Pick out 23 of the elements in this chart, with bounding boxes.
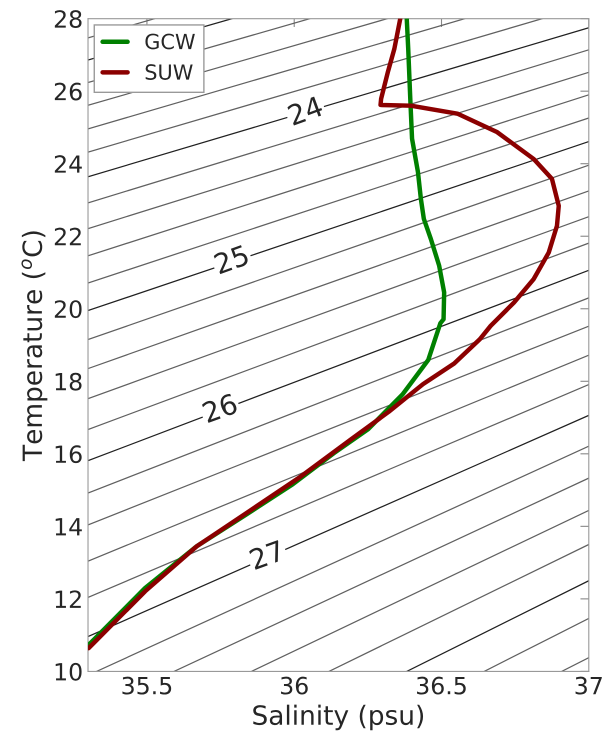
x-tick-label: 36.5 [417,676,466,695]
legend-label: SUW [146,64,193,80]
y-tick-label: 10 [56,662,82,681]
annotation: 26 [201,392,238,424]
y-tick-label: 24 [54,155,82,173]
y-tick-label: 12 [56,590,81,608]
x-tick-label: 35.5 [122,676,172,695]
legend-label: GCW [145,34,195,50]
y-tick-label: 18 [56,372,82,391]
annotation: 27 [248,540,285,570]
y-tick-label: 16 [56,445,82,464]
y-tick-label: 26 [54,82,82,100]
x-tick-label: 36 [280,676,308,695]
y-tick-label: 20 [54,300,82,318]
x-axis-title: Salinity (psu) [253,704,424,730]
line-series [88,18,561,650]
annotation: 25 [213,244,250,275]
y-tick-label: 28 [54,10,82,28]
annotation: 24 [286,95,324,126]
y-axis-title: Temperature ($^{o}$C) [21,231,48,462]
y-tick-label: 14 [56,518,82,536]
x-tick-label: 37 [576,676,602,695]
y-tick-label: 22 [54,228,81,246]
